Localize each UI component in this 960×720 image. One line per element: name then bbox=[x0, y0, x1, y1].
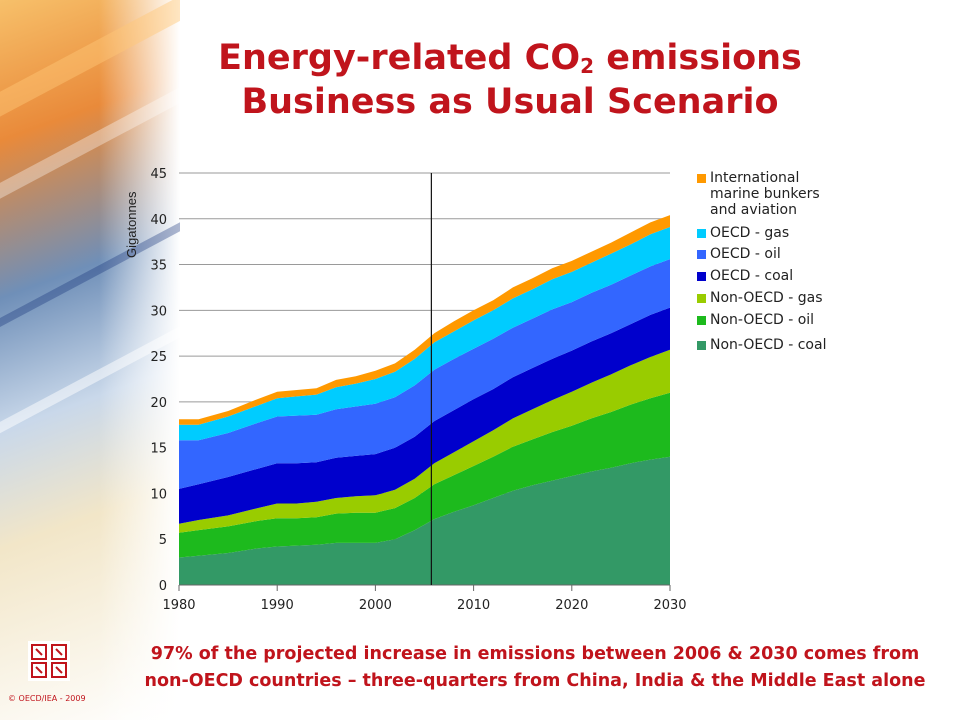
legend-label: OECD - coal bbox=[710, 268, 794, 284]
legend-swatch bbox=[697, 316, 706, 325]
y-axis-label: Gigatonnes bbox=[124, 191, 139, 259]
area-series-1 bbox=[179, 392, 670, 558]
legend-item: OECD - oil bbox=[697, 246, 850, 262]
legend-item: Non-OECD - coal bbox=[697, 337, 850, 353]
title-line-1: Energy-related CO2 emissions bbox=[218, 38, 802, 78]
legend-item: International marine bunkers and aviation bbox=[697, 170, 850, 218]
legend-swatch bbox=[697, 229, 706, 238]
y-tick-label: 10 bbox=[150, 487, 167, 502]
legend-item: Non-OECD - oil bbox=[697, 312, 850, 328]
copyright-text: © OECD/IEA - 2009 bbox=[8, 694, 86, 703]
y-tick-label: 20 bbox=[150, 396, 167, 411]
legend-swatch bbox=[697, 341, 706, 350]
x-tick-label: 1990 bbox=[261, 598, 294, 613]
legend-label: Non-OECD - oil bbox=[710, 312, 815, 328]
area-series-0 bbox=[179, 456, 670, 585]
legend-item: OECD - coal bbox=[697, 268, 850, 284]
area-series-5 bbox=[179, 227, 670, 441]
x-tick-label: 1980 bbox=[162, 598, 195, 613]
decorative-background-image bbox=[0, 0, 180, 720]
y-tick-label: 35 bbox=[150, 259, 167, 274]
y-tick-label: 45 bbox=[150, 167, 167, 182]
x-tick-label: 2010 bbox=[457, 598, 490, 613]
y-tick-label: 40 bbox=[150, 213, 167, 228]
title-line-2: Business as Usual Scenario bbox=[241, 82, 779, 122]
legend-swatch bbox=[697, 272, 706, 281]
legend-label: OECD - gas bbox=[710, 225, 790, 241]
y-tick-label: 15 bbox=[150, 442, 167, 457]
x-tick-label: 2020 bbox=[555, 598, 588, 613]
area-series-3 bbox=[179, 307, 670, 524]
x-tick-label: 2030 bbox=[653, 598, 686, 613]
legend-item: Non-OECD - gas bbox=[697, 290, 850, 306]
y-tick-label: 25 bbox=[150, 350, 167, 365]
iea-logo-icon bbox=[28, 641, 70, 681]
legend-label: OECD - oil bbox=[710, 246, 781, 262]
legend-label: International marine bunkers and aviation bbox=[710, 170, 820, 218]
legend-swatch bbox=[697, 174, 706, 183]
y-tick-label: 0 bbox=[159, 579, 167, 594]
footer-line-2: non-OECD countries – three-quarters from… bbox=[144, 671, 926, 691]
footer-line-1: 97% of the projected increase in emissio… bbox=[150, 644, 920, 664]
slide-title: Energy-related CO2 emissions Business as… bbox=[180, 36, 840, 124]
y-tick-label: 30 bbox=[150, 304, 167, 319]
footer-note: 97% of the projected increase in emissio… bbox=[110, 641, 960, 695]
legend-label: Non-OECD - coal bbox=[710, 337, 827, 353]
legend-swatch bbox=[697, 294, 706, 303]
area-series-4 bbox=[179, 259, 670, 489]
x-tick-label: 2000 bbox=[359, 598, 392, 613]
y-tick-label: 5 bbox=[159, 533, 167, 548]
legend-label: Non-OECD - gas bbox=[710, 290, 823, 306]
legend-swatch bbox=[697, 250, 706, 259]
legend-item: OECD - gas bbox=[697, 225, 850, 241]
